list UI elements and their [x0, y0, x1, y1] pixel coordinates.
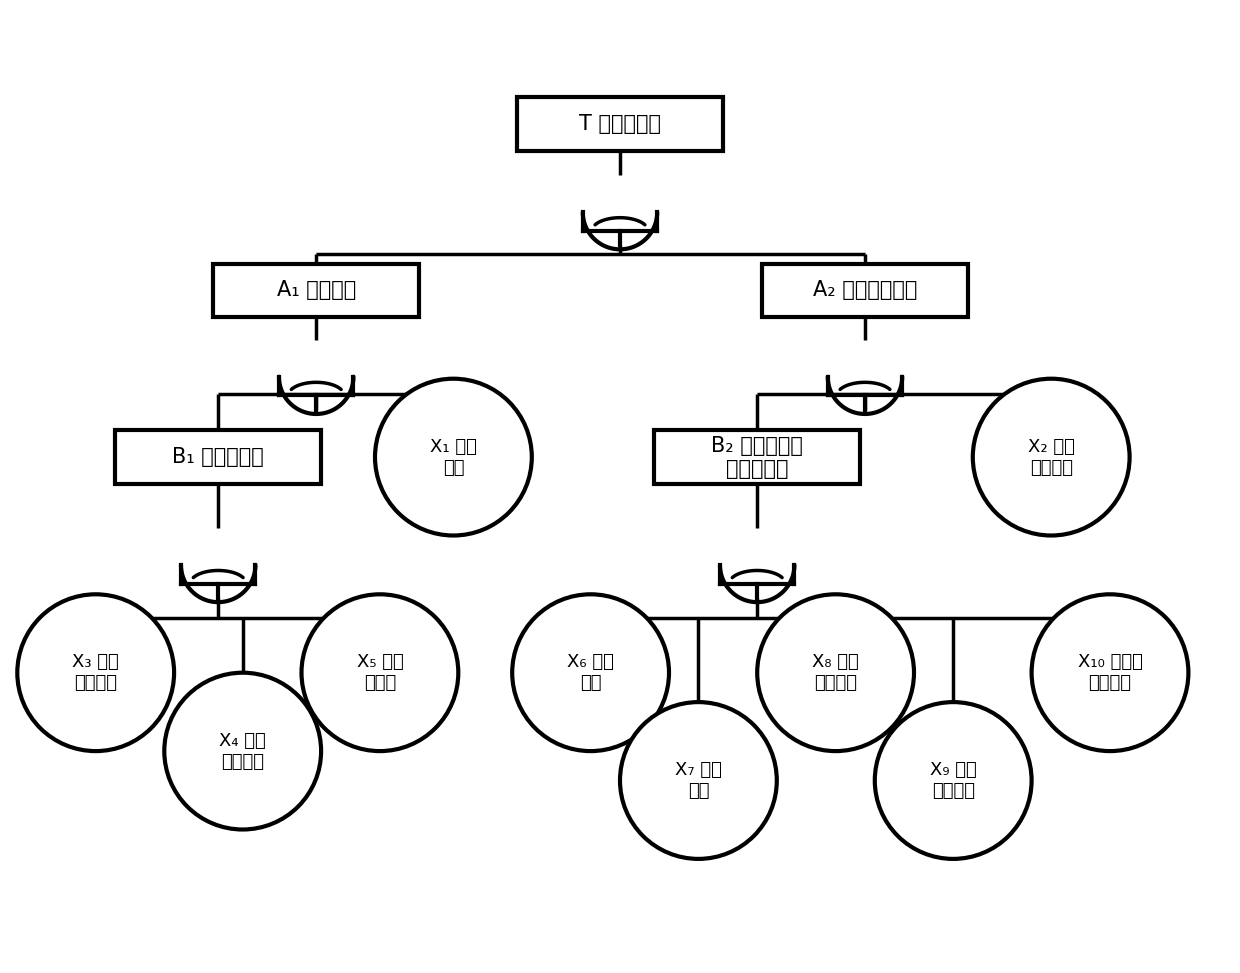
- Ellipse shape: [301, 595, 459, 751]
- Ellipse shape: [374, 378, 532, 535]
- Text: B₁ 负荷侧故障: B₁ 负荷侧故障: [172, 448, 264, 467]
- Text: X₃ 车间
负荷故障: X₃ 车间 负荷故障: [72, 653, 119, 692]
- Ellipse shape: [758, 595, 914, 751]
- Ellipse shape: [512, 595, 670, 751]
- Text: A₂ 能源供应故障: A₂ 能源供应故障: [812, 280, 918, 301]
- FancyBboxPatch shape: [763, 264, 968, 317]
- Text: X₁₀ 溅化锂
机组故障: X₁₀ 溅化锂 机组故障: [1078, 653, 1142, 692]
- FancyBboxPatch shape: [213, 264, 419, 317]
- Text: X₉ 余热
锅炉故障: X₉ 余热 锅炉故障: [930, 761, 977, 800]
- Text: X₂ 光伏
发电故障: X₂ 光伏 发电故障: [1028, 438, 1075, 477]
- FancyBboxPatch shape: [655, 430, 861, 484]
- Ellipse shape: [973, 378, 1130, 535]
- Text: X₁ 配电
故障: X₁ 配电 故障: [430, 438, 477, 477]
- Ellipse shape: [874, 703, 1032, 859]
- Text: X₆ 风电
故障: X₆ 风电 故障: [567, 653, 614, 692]
- Ellipse shape: [1032, 595, 1188, 751]
- Ellipse shape: [17, 595, 174, 751]
- FancyBboxPatch shape: [115, 430, 321, 484]
- Text: B₂ 其他能源供
应形式故障: B₂ 其他能源供 应形式故障: [712, 436, 804, 479]
- Ellipse shape: [164, 672, 321, 830]
- FancyBboxPatch shape: [517, 97, 723, 151]
- Text: X₅ 充电
桩故障: X₅ 充电 桩故障: [357, 653, 403, 692]
- Ellipse shape: [620, 703, 776, 859]
- Text: A₁ 荷网故障: A₁ 荷网故障: [277, 280, 356, 301]
- Text: X₄ 风冷
热泵故障: X₄ 风冷 热泵故障: [219, 732, 267, 771]
- Text: X₇ 储能
故障: X₇ 储能 故障: [675, 761, 722, 800]
- Text: T 微电网失效: T 微电网失效: [579, 114, 661, 134]
- Text: X₈ 燃气
轮机故障: X₈ 燃气 轮机故障: [812, 653, 859, 692]
